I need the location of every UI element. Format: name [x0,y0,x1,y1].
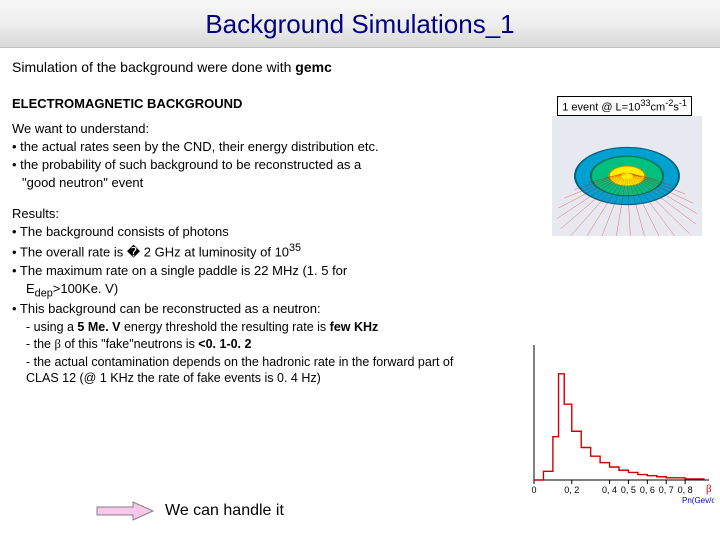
cap-e1: 33 [640,98,650,108]
want-bullet-1: • the actual rates seen by the CND, thei… [12,139,532,156]
result-1: • The background consists of photons [12,224,512,241]
want-bullet-2a: • the probability of such background to … [12,157,532,174]
sub-1: - using a 5 Me. V energy threshold the r… [12,319,512,335]
understand-block: We want to understand: • the actual rate… [12,121,532,192]
want-line: We want to understand: [12,121,532,138]
arrow-icon [95,500,155,522]
title-bar: Background Simulations_1 [0,0,720,48]
r3b-tail: >100Ke. V) [53,281,118,296]
detector-caption: 1 event @ L=1033cm-2s-1 [557,96,692,116]
intro-text: Simulation of the background were done w… [12,59,295,75]
page-title: Background Simulations_1 [205,9,514,39]
s1d: few KHz [330,320,379,334]
r2-text: • The overall rate is � 2 GHz at luminos… [12,245,289,260]
result-3a: • The maximum rate on a single paddle is… [12,263,512,280]
svg-text:0, 7: 0, 7 [659,485,674,495]
s2c: <0. 1-0. 2 [198,337,251,351]
svg-text:Pn(Gev/c): Pn(Gev/c) [682,496,714,505]
svg-text:0: 0 [531,485,536,495]
svg-text:0, 4: 0, 4 [602,485,617,495]
s1a: - using a [26,320,77,334]
intro-line: Simulation of the background were done w… [12,58,708,76]
svg-text:0, 6: 0, 6 [640,485,655,495]
results-label: Results: [12,206,512,223]
detector-image [552,116,702,236]
svg-text:β: β [706,483,712,495]
results-block: Results: • The background consists of ph… [12,206,512,386]
intro-bold: gemc [295,59,332,75]
result-4: • This background can be reconstructed a… [12,301,512,318]
s2a: - the [26,337,55,351]
cap-e3: -1 [679,98,687,108]
s1b: 5 Me. V [77,320,120,334]
s2b: of this "fake"neutrons is [61,337,198,351]
sub-3: - the actual contamination depends on th… [12,354,482,387]
cap-a: 1 event @ L=10 [562,102,640,114]
result-2: • The overall rate is � 2 GHz at luminos… [12,241,512,261]
svg-text:0, 2: 0, 2 [564,485,579,495]
want-bullet-2b: "good neutron" event [12,175,532,192]
histogram-chart: 0 0, 2 0, 4 0, 5 0, 6 0, 7 0, 8 Pn(Gev/c) β [514,340,714,505]
svg-text:0, 8: 0, 8 [678,485,693,495]
handle-text: We can handle it [165,502,284,520]
result-3b: Edep>100Ke. V) [12,281,512,301]
r3b-e: E [26,281,35,296]
s1c: energy threshold the resulting rate is [121,320,330,334]
sub-2: - the β of this "fake"neutrons is <0. 1-… [12,336,512,352]
r2-exp: 35 [289,242,301,254]
conclusion-row: We can handle it [95,500,284,522]
cap-cm: cm [651,102,666,114]
svg-text:0, 5: 0, 5 [621,485,636,495]
r3b-sub: dep [35,287,53,299]
